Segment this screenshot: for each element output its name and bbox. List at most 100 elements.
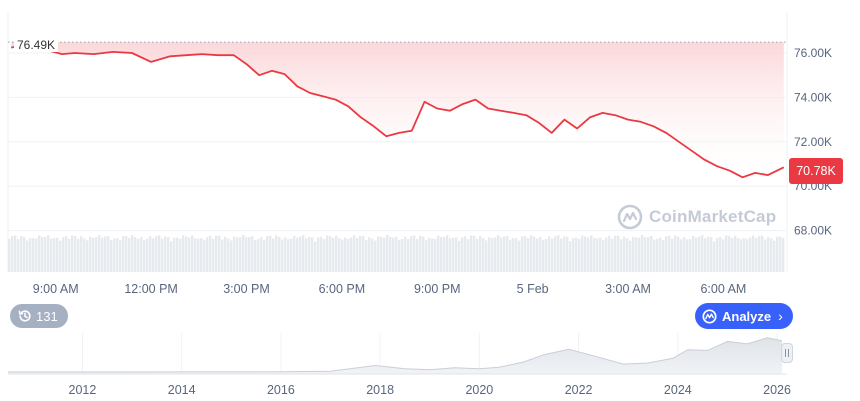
coinmarketcap-watermark: CoinMarketCap [617, 204, 776, 230]
volume-bar [347, 239, 350, 272]
volume-bar [398, 239, 401, 272]
volume-bar [638, 237, 641, 272]
volume-bar [449, 238, 452, 272]
navigator-drag-handle[interactable] [781, 343, 793, 363]
history-button[interactable]: 131 [10, 304, 68, 328]
volume-bar [554, 236, 557, 272]
volume-bar [35, 238, 38, 272]
volume-bar [341, 239, 344, 272]
watermark-text: CoinMarketCap [649, 207, 777, 226]
volume-bar [608, 235, 611, 272]
volume-bar [590, 235, 593, 272]
volume-bar [344, 237, 347, 272]
volume-bar [749, 237, 752, 272]
volume-bar [107, 236, 110, 272]
volume-bar [530, 235, 533, 272]
volume-bar [782, 237, 785, 272]
volume-bar [731, 237, 734, 272]
volume-bar [212, 238, 215, 272]
x-tick-label-4: 9:00 PM [414, 282, 461, 296]
volume-bar [629, 240, 632, 272]
volume-bar [140, 237, 143, 272]
volume-bar [209, 235, 212, 272]
volume-bar [485, 240, 488, 272]
volume-bar [545, 239, 548, 272]
volume-bar [518, 240, 521, 272]
analyze-icon [702, 308, 717, 324]
volume-bar [512, 238, 515, 272]
volume-bar [656, 238, 659, 272]
volume-bar [539, 236, 542, 272]
volume-bar [584, 236, 587, 272]
volume-bar [428, 238, 431, 272]
volume-bar [350, 237, 353, 272]
volume-bar [254, 239, 257, 272]
history-icon [18, 310, 31, 322]
volume-bar [677, 236, 680, 272]
volume-bar [353, 235, 356, 272]
volume-bar [707, 236, 710, 272]
volume-bar [131, 235, 134, 272]
volume-bar [281, 239, 284, 272]
volume-bar [548, 236, 551, 272]
volume-bar [299, 236, 302, 272]
volume-bar [566, 236, 569, 272]
volume-bar [683, 237, 686, 272]
volume-bar [221, 239, 224, 272]
y-tick-label-1: 74.00K [794, 90, 832, 104]
volume-bar [533, 236, 536, 272]
volume-bar [389, 237, 392, 272]
volume-bar [326, 235, 329, 272]
volume-bar [704, 238, 707, 272]
volume-bar [578, 239, 581, 272]
volume-bar [95, 237, 98, 272]
volume-bar [266, 236, 269, 272]
volume-bar [407, 239, 410, 272]
analyze-button[interactable]: Analyze › [695, 303, 793, 329]
time-navigator[interactable] [8, 333, 787, 375]
volume-bar [305, 238, 308, 272]
volume-bar [392, 237, 395, 272]
volume-bar [8, 238, 11, 272]
volume-bar [461, 237, 464, 272]
volume-bar [431, 238, 434, 272]
y-tick-label-0: 76.00K [794, 46, 832, 60]
volume-bar [320, 236, 323, 272]
navigator-line [8, 337, 783, 373]
navigator-tick-label-2: 2016 [267, 383, 295, 397]
handle-grip-left [785, 349, 786, 357]
x-tick-label-7: 6:00 AM [700, 282, 746, 296]
volume-bar [23, 237, 26, 272]
volume-bar [425, 240, 428, 272]
volume-bar [20, 235, 23, 272]
navigator-tick-label-1: 2014 [168, 383, 196, 397]
volume-bar [86, 240, 89, 272]
volume-bar [242, 235, 245, 272]
volume-bar [92, 238, 95, 272]
volume-bar [506, 235, 509, 272]
volume-bar [224, 236, 227, 272]
volume-bar [275, 235, 278, 272]
volume-bar [53, 237, 56, 272]
volume-bar [368, 237, 371, 272]
volume-bar [68, 239, 71, 272]
volume-bar [38, 235, 41, 272]
volume-bar [758, 235, 761, 272]
start-price-label: 76.49K [14, 38, 59, 52]
volume-bar [671, 238, 674, 272]
volume-bar [569, 241, 572, 272]
volume-bar [644, 237, 647, 272]
volume-bar [119, 240, 122, 272]
navigator-tick-label-6: 2024 [664, 383, 692, 397]
volume-bar [416, 238, 419, 272]
volume-bar [74, 236, 77, 272]
volume-bar [755, 238, 758, 272]
volume-bar [26, 240, 29, 272]
volume-bar [497, 235, 500, 272]
volume-bar [296, 237, 299, 272]
volume-bar [329, 236, 332, 272]
volume-bar [404, 236, 407, 272]
volume-bar [287, 239, 290, 272]
volume-bar [185, 236, 188, 272]
